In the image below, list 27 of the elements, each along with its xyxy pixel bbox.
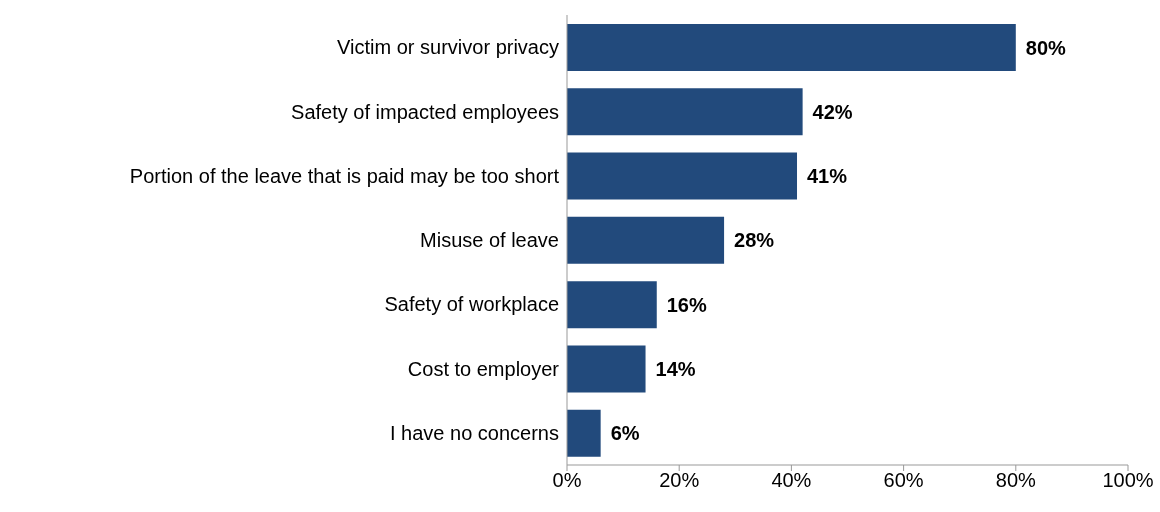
- x-tick-label: 0%: [552, 469, 582, 492]
- bar: [567, 281, 657, 329]
- y-tick-label: I have no concerns: [390, 421, 559, 444]
- data-label: 28%: [734, 229, 775, 252]
- data-label: 14%: [655, 358, 696, 381]
- x-tick-label: 60%: [883, 469, 924, 492]
- bar: [567, 345, 646, 393]
- data-label: 80%: [1025, 36, 1067, 59]
- x-tick-label: 100%: [1102, 469, 1154, 492]
- y-tick-label: Portion of the leave that is paid may be too short: [129, 164, 560, 187]
- data-label: 42%: [812, 100, 853, 123]
- data-label: 41%: [807, 165, 848, 188]
- x-tick-label: 80%: [995, 469, 1037, 492]
- y-tick-label: Victim or survivor privacy: [337, 36, 559, 59]
- data-label: 6%: [610, 422, 640, 445]
- y-tick-label: Safety of workplace: [384, 293, 559, 316]
- y-tick-label: Misuse of leave: [420, 229, 559, 252]
- bar: [567, 88, 803, 136]
- x-tick-label: 20%: [659, 469, 700, 492]
- bar: [567, 152, 798, 200]
- bar: [567, 24, 1016, 71]
- bar: [567, 216, 725, 264]
- y-tick-label: Cost to employer: [407, 357, 560, 380]
- y-tick-label: Safety of impacted employees: [291, 100, 559, 123]
- x-tick-label: 40%: [771, 469, 812, 492]
- bar: [567, 409, 601, 457]
- data-label: 16%: [666, 293, 708, 316]
